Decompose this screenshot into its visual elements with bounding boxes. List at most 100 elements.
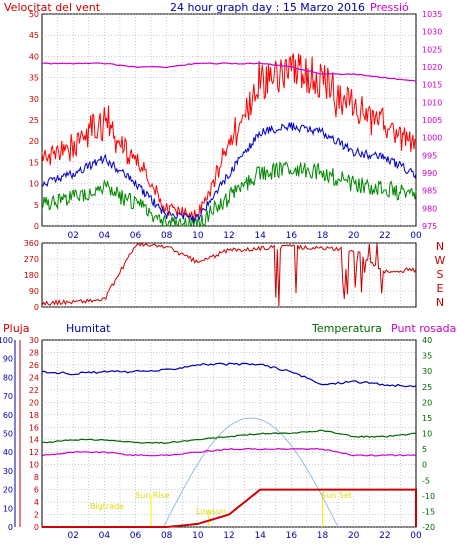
compass-label: N (436, 296, 444, 309)
series-line-direction (41, 241, 417, 307)
axis-layer: 0510152025303540455097598098599099510001… (0, 10, 446, 541)
direction-tick-label: 0 (34, 303, 39, 312)
humidity-tick-label: 100 (0, 336, 13, 345)
temperature-tick-label: 10 (422, 430, 432, 439)
pressure-tick-label: 1000 (422, 134, 442, 143)
temperature-tick-label: 5 (422, 445, 427, 454)
pressure-tick-label: 985 (422, 187, 437, 196)
x-tick-label-bottom: 20 (348, 531, 360, 541)
x-tick-label-bottom: 06 (130, 531, 142, 541)
pressure-tick-label: 995 (422, 151, 437, 160)
rain-tick-label: 18 (29, 411, 39, 420)
wind-speed-label: Velocitat del vent (4, 1, 101, 14)
rain-tick-label: 4 (34, 498, 39, 507)
pressure-tick-label: 1015 (422, 81, 442, 90)
pressure-tick-label: 1020 (422, 63, 442, 72)
x-tick-label-bottom: 04 (99, 531, 111, 541)
wind-tick-label: 40 (29, 52, 39, 61)
rain-tick-label: 8 (34, 473, 39, 482)
pressure-tick-label: 1030 (422, 28, 442, 37)
lowsun-annotation: Lowsun (196, 507, 226, 516)
wind-tick-label: 25 (29, 116, 39, 125)
x-tick-label-top: 00 (410, 231, 422, 241)
x-tick-label-bottom: 14 (254, 531, 266, 541)
compass-label: E (437, 282, 444, 295)
sunset-annotation: Sun Set (321, 491, 352, 500)
rain-tick-label: 16 (29, 423, 39, 432)
series-line-rain (42, 488, 417, 528)
grid-layer (42, 13, 416, 528)
temperature-tick-label: 40 (422, 336, 432, 345)
wind-tick-label: 45 (29, 31, 39, 40)
compass-label: W (435, 254, 446, 267)
humidity-tick-label: 30 (3, 467, 13, 476)
compass-label: S (437, 268, 444, 281)
rain-tick-label: 22 (29, 386, 39, 395)
x-tick-label-bottom: 10 (192, 531, 204, 541)
temperature-tick-label: 0 (422, 461, 427, 470)
x-tick-label-bottom: 16 (286, 531, 298, 541)
temperature-tick-label: -5 (422, 476, 430, 485)
x-tick-label-top: 20 (348, 231, 360, 241)
dawn-annotation: Bigtrade (90, 502, 124, 511)
rain-tick-label: 0 (34, 523, 39, 532)
wind-tick-label: 30 (29, 95, 39, 104)
wind-tick-label: 0 (34, 222, 39, 231)
x-tick-label-bottom: 00 (410, 531, 422, 541)
series-line-humidity (41, 362, 417, 388)
series-line-dewpoint (41, 447, 417, 457)
x-tick-label-bottom: 02 (67, 531, 78, 541)
humidity-label: Humitat (66, 322, 111, 335)
x-tick-label-bottom: 22 (379, 531, 390, 541)
sunrise-annotation: Sun Rise (135, 491, 170, 500)
humidity-tick-label: 40 (3, 448, 13, 457)
rain-tick-label: 12 (29, 448, 39, 457)
x-tick-label-top: 08 (161, 231, 173, 241)
rain-tick-label: 14 (29, 436, 39, 445)
x-tick-label-bottom: 12 (223, 531, 234, 541)
humidity-tick-label: 10 (3, 504, 13, 513)
x-tick-label-top: 14 (254, 231, 266, 241)
temperature-tick-label: -20 (422, 523, 435, 532)
rain-tick-label: 26 (29, 361, 39, 370)
direction-tick-label: 360 (24, 239, 39, 248)
temperature-tick-label: 30 (422, 367, 432, 376)
pressure-tick-label: 1010 (422, 98, 442, 107)
compass-label: N (436, 240, 444, 253)
dewpoint-label: Punt rosada (391, 322, 456, 335)
series-line-wind-low (41, 160, 417, 228)
rain-tick-label: 24 (29, 373, 39, 382)
series-line-temperature (41, 429, 417, 445)
x-tick-label-top: 18 (317, 231, 329, 241)
humidity-tick-label: 50 (3, 430, 13, 439)
humidity-tick-label: 90 (3, 355, 13, 364)
rain-label: Pluja (3, 322, 29, 335)
wind-tick-label: 10 (29, 180, 39, 189)
humidity-tick-label: 20 (3, 486, 13, 495)
rain-tick-label: 20 (29, 398, 39, 407)
series-layer (41, 53, 417, 528)
x-tick-label-bottom: 08 (161, 531, 173, 541)
pressure-label: Pressió (370, 1, 409, 14)
wind-tick-label: 50 (29, 10, 39, 19)
x-tick-label-top: 02 (67, 231, 78, 241)
wind-tick-label: 5 (34, 201, 39, 210)
x-tick-label-top: 06 (130, 231, 142, 241)
pressure-tick-label: 980 (422, 204, 437, 213)
temperature-tick-label: 35 (422, 352, 432, 361)
rain-tick-label: 10 (29, 461, 39, 470)
temperature-label: Temperatura (311, 322, 382, 335)
direction-tick-label: 90 (29, 287, 39, 296)
x-tick-label-top: 10 (192, 231, 204, 241)
rain-tick-label: 6 (34, 486, 39, 495)
x-tick-label-top: 04 (99, 231, 111, 241)
series-line-wind-avg (41, 122, 417, 223)
sun-elevation-arc (163, 417, 339, 528)
pressure-tick-label: 1035 (422, 10, 442, 19)
humidity-tick-label: 0 (8, 523, 13, 532)
temperature-tick-label: 25 (422, 383, 432, 392)
x-tick-label-bottom: 18 (317, 531, 329, 541)
humidity-tick-label: 70 (3, 392, 13, 401)
wind-tick-label: 35 (29, 74, 39, 83)
